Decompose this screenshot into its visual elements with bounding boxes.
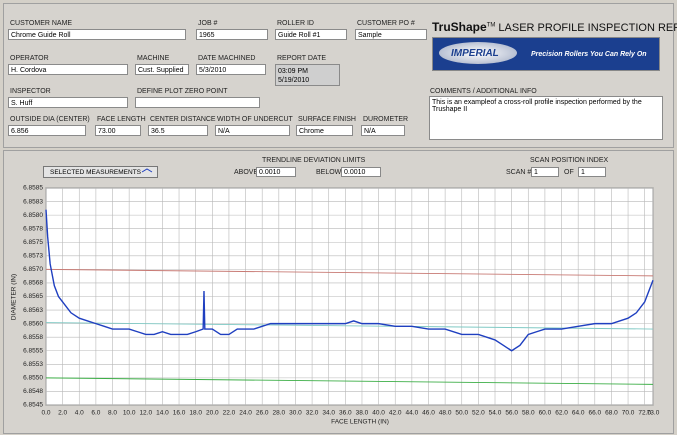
field-label: JOB #	[198, 20, 218, 27]
selected-measurements-button[interactable]: SELECTED MEASUREMENTS	[43, 166, 158, 178]
below-label: BELOW	[316, 169, 342, 176]
field-input[interactable]: N/A	[215, 125, 290, 136]
trendline-title: TRENDLINE DEVIATION LIMITS	[262, 157, 366, 164]
above-input[interactable]: 0.0010	[256, 167, 296, 177]
logo-tagline: Precision Rollers You Can Rely On	[531, 51, 647, 58]
of-label: OF	[564, 169, 574, 176]
field-label: DUROMETER	[363, 116, 409, 123]
report-title: TruShapeTM LASER PROFILE INSPECTION REPO…	[432, 20, 677, 34]
of-input: 1	[578, 167, 606, 177]
field-value: 03:09 PM 5/19/2010	[275, 64, 340, 86]
field-input[interactable]	[135, 97, 260, 108]
comments-label: COMMENTS / ADDITIONAL INFO	[430, 88, 537, 95]
below-input[interactable]: 0.0010	[341, 167, 381, 177]
field-input[interactable]: Guide Roll #1	[275, 29, 347, 40]
brand: TruShape	[432, 20, 487, 34]
field-label: ROLLER ID	[277, 20, 314, 27]
field-label: CUSTOMER PO #	[357, 20, 415, 27]
field-input[interactable]: Chrome	[296, 125, 353, 136]
field-label: DEFINE PLOT ZERO POINT	[137, 88, 228, 95]
field-label: OUTSIDE DIA (CENTER)	[10, 116, 90, 123]
comments-box[interactable]: This is an exampleof a cross-roll profil…	[429, 96, 663, 140]
title: LASER PROFILE INSPECTION REPORT	[498, 22, 677, 34]
field-label: WIDTH OF UNDERCUT	[217, 116, 293, 123]
logo: IMPERIAL Precision Rollers You Can Rely …	[432, 37, 660, 71]
field-label: CUSTOMER NAME	[10, 20, 73, 27]
field-value-line: 5/19/2010	[278, 77, 310, 84]
field-input[interactable]: H. Cordova	[8, 64, 128, 75]
chart-panel	[3, 150, 674, 434]
logo-oval	[439, 42, 517, 64]
field-label: CENTER DISTANCE	[150, 116, 216, 123]
scan-input[interactable]: 1	[531, 167, 559, 177]
field-input[interactable]: 36.5	[148, 125, 208, 136]
field-input[interactable]: 73.00	[95, 125, 141, 136]
field-value-line: 03:09 PM	[278, 68, 308, 75]
field-label: REPORT DATE	[277, 55, 327, 62]
field-label: DATE MACHINED	[198, 55, 256, 62]
field-label: MACHINE	[137, 55, 170, 62]
field-input[interactable]: Cust. Supplied	[135, 64, 189, 75]
scan-title: SCAN POSITION INDEX	[530, 157, 609, 164]
field-input[interactable]: 1965	[196, 29, 268, 40]
trademark: TM	[486, 22, 496, 29]
field-input[interactable]: N/A	[361, 125, 405, 136]
field-input[interactable]: 5/3/2010	[196, 64, 266, 75]
field-input[interactable]: Sample	[355, 29, 427, 40]
above-label: ABOVE	[234, 169, 259, 176]
field-input[interactable]: 6.856	[8, 125, 86, 136]
scan-label: SCAN #	[506, 169, 532, 176]
field-label: OPERATOR	[10, 55, 49, 62]
field-input[interactable]: Chrome Guide Roll	[8, 29, 186, 40]
field-label: FACE LENGTH	[97, 116, 146, 123]
field-input[interactable]: S. Huff	[8, 97, 128, 108]
field-label: INSPECTOR	[10, 88, 51, 95]
field-label: SURFACE FINISH	[298, 116, 356, 123]
logo-name: IMPERIAL	[451, 48, 499, 59]
